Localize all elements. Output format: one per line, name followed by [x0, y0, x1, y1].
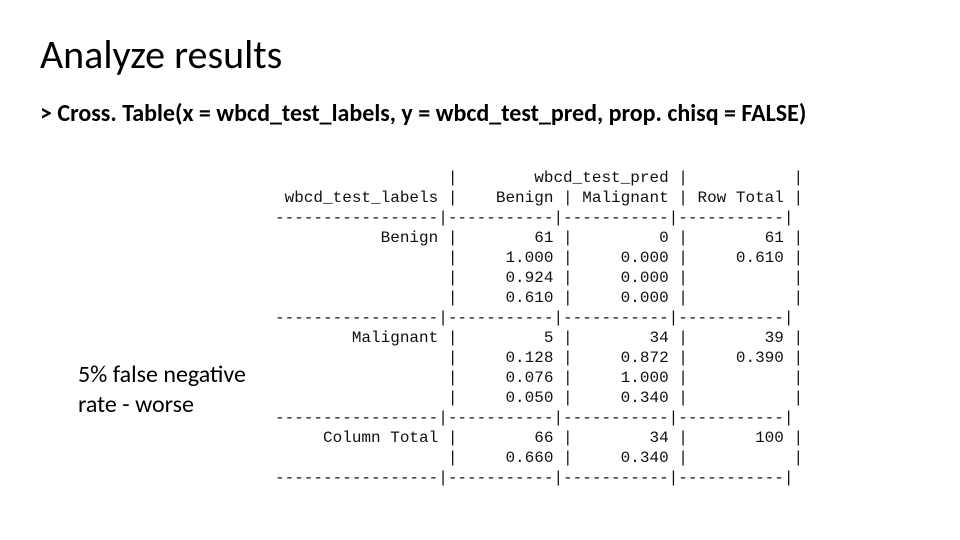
- crosstable-output: | wbcd_test_pred | | wbcd_test_labels | …: [275, 168, 813, 488]
- note-line-1: 5% false negative: [78, 360, 246, 389]
- r-code-line: > Cross. Table(x = wbcd_test_labels, y =…: [40, 100, 910, 129]
- note-line-2: rate - worse: [78, 390, 194, 419]
- annotation-note: 5% false negative rate - worse: [78, 360, 246, 420]
- page-title: Analyze results: [40, 30, 282, 79]
- slide: Analyze results > Cross. Table(x = wbcd_…: [0, 0, 960, 540]
